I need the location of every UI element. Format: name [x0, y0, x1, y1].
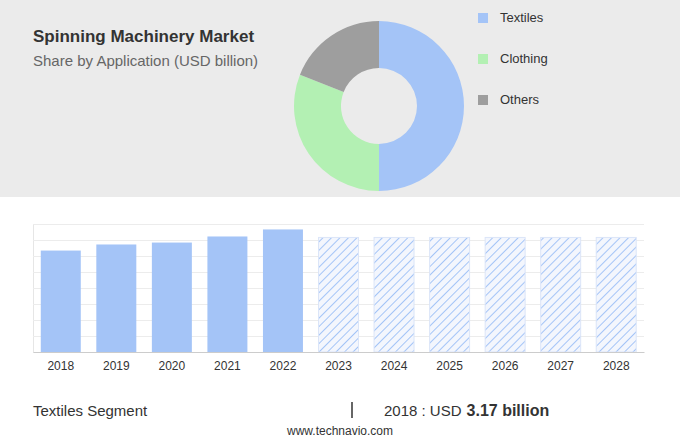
x-tick: 2024: [381, 352, 408, 373]
forecast-bar: [319, 237, 359, 352]
source: www.technavio.com: [286, 424, 393, 438]
x-tick: 2019: [103, 352, 130, 373]
x-tick: 2021: [214, 352, 241, 373]
x-tick: 2028: [603, 352, 630, 373]
bar: [263, 229, 303, 352]
legend-label: Others: [500, 92, 540, 107]
donut-slice: [379, 21, 464, 191]
donut-slice: [294, 75, 379, 191]
y-grid: [33, 225, 644, 353]
forecast-bar: [374, 237, 414, 352]
x-tick-label: 2018: [47, 359, 74, 373]
legend-label: Textiles: [500, 10, 544, 25]
forecast-bar: [485, 237, 525, 352]
x-tick-label: 2026: [492, 359, 519, 373]
y-tick: [33, 224, 644, 225]
donut-slice: [300, 21, 379, 92]
forecast-bar: [430, 237, 470, 352]
forecast-bar: [596, 237, 636, 352]
x-axis-line: [34, 352, 645, 353]
body-background: [0, 197, 680, 440]
x-tick-label: 2019: [103, 359, 130, 373]
header-background: [0, 0, 680, 197]
x-tick: 2020: [159, 352, 186, 373]
y-tick: [33, 352, 644, 353]
x-tick: 2018: [47, 352, 74, 373]
grid-line: [33, 224, 644, 225]
x-tick: 2023: [325, 352, 352, 373]
legend-swatch: [478, 54, 488, 64]
title: Spinning Machinery Market: [33, 27, 254, 46]
y-axis-line: [34, 225, 645, 353]
legend-swatch: [478, 13, 488, 23]
x-tick: 2022: [270, 352, 297, 373]
x-tick: 2025: [436, 352, 463, 373]
bar: [96, 244, 136, 352]
x-tick-label: 2024: [381, 359, 408, 373]
x-tick: 2027: [547, 352, 574, 373]
legend-label: Clothing: [500, 51, 548, 66]
footer-number: 3.17 billion: [467, 402, 550, 419]
x-tick-label: 2020: [159, 359, 186, 373]
bar: [41, 251, 81, 352]
x-tick-label: 2023: [325, 359, 352, 373]
x-tick-label: 2021: [214, 359, 241, 373]
x-axis: 2018 2019 2020 2021 2022 2023 2024 2025 2026 2027…: [34, 352, 645, 373]
grid-line: [33, 352, 644, 353]
bars: [41, 229, 636, 352]
footer-prefix: 2018 : USD: [384, 402, 462, 419]
x-tick: 2026: [492, 352, 519, 373]
x-tick-label: 2027: [547, 359, 574, 373]
forecast-bar: [541, 237, 581, 352]
legend: Textiles Clothing Others: [478, 10, 548, 107]
footer-segment: Textiles Segment: [33, 402, 148, 419]
bar: [207, 236, 247, 352]
x-tick-label: 2025: [436, 359, 463, 373]
x-tick-label: 2022: [270, 359, 297, 373]
bar: [152, 243, 192, 352]
footer-separator: [351, 402, 353, 418]
legend-swatch: [478, 95, 488, 105]
x-tick-label: 2028: [603, 359, 630, 373]
footer-value: 2018 : USD 3.17 billion: [384, 402, 549, 419]
chart-root: Spinning Machinery Market Share by Applic…: [0, 0, 680, 440]
subtitle: Share by Application (USD billion): [33, 52, 258, 69]
donut: [294, 21, 464, 191]
